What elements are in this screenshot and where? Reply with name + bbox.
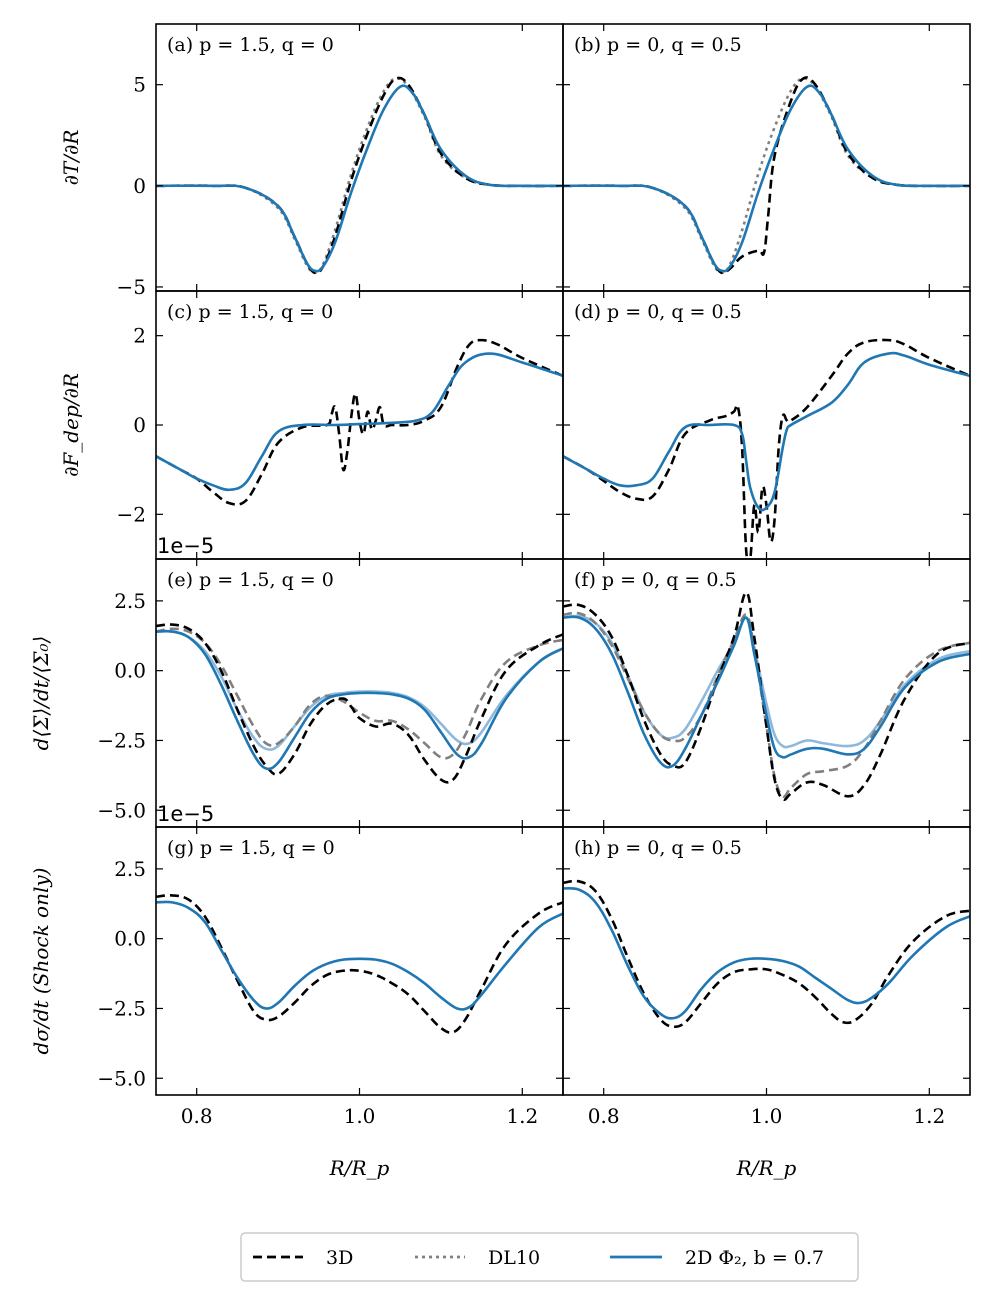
offset-text: 1e−5 — [157, 534, 214, 558]
series-line-2d — [156, 900, 563, 1011]
legend-label-3d: 3D — [326, 1247, 353, 1269]
x-tick-label: 0.8 — [588, 1104, 620, 1128]
y-tick-label: 2.5 — [114, 857, 146, 881]
y-axis-label: d⟨Σ⟩/dt/⟨Σ₀⟩ — [29, 636, 53, 751]
series-line-3d — [156, 76, 563, 275]
offset-text: 1e−5 — [157, 802, 214, 826]
series-line-dl10 — [156, 627, 563, 760]
y-axis-label: dσ/dt (Shock only) — [29, 868, 53, 1055]
panel-title: (f) p = 0, q = 0.5 — [574, 569, 737, 591]
series-line-2d — [563, 886, 970, 1020]
y-tick-label: 0 — [133, 413, 146, 437]
panel-frame — [155, 826, 564, 1096]
y-tick-label: 2 — [133, 324, 146, 348]
y-tick-label: 0.0 — [114, 927, 146, 951]
series-line-2d-light — [156, 629, 563, 751]
panel-d: (d) p = 0, q = 0.5 — [562, 290, 971, 560]
series-line-2d — [156, 84, 563, 273]
y-tick-label: −2.5 — [97, 728, 146, 752]
y-tick-label: −5.0 — [97, 798, 146, 822]
y-tick-label: 0.0 — [114, 659, 146, 683]
panel-frame — [562, 23, 971, 292]
panel-title: (h) p = 0, q = 0.5 — [574, 837, 742, 859]
x-tick-label: 0.8 — [181, 1104, 213, 1128]
panel-c: 2 0 −2 (c) p = 1.5, q = 0 1e−5 ∂F_dep/∂R — [59, 290, 564, 560]
series-line-3d — [563, 591, 970, 801]
y-tick-label: −2 — [117, 502, 146, 526]
panel-a: 5 0 −5 (a) p = 1.5, q = 0 ∂T/∂R — [59, 23, 564, 299]
series-line-2d — [156, 629, 563, 771]
plot-area: 5 0 −5 (a) p = 1.5, q = 0 ∂T/∂R (b) p = 0, q … — [29, 23, 971, 1180]
x-tick-label: 1.0 — [344, 1104, 376, 1128]
y-tick-label: 0 — [133, 174, 146, 198]
y-tick-label: 5 — [133, 73, 146, 97]
legend-label-2d: 2D Φ₂, b = 0.7 — [685, 1247, 824, 1269]
series-line-2d — [563, 615, 970, 769]
y-tick-label: −5.0 — [97, 1066, 146, 1090]
panel-title: (d) p = 0, q = 0.5 — [574, 301, 742, 323]
series-line-3d — [156, 338, 563, 506]
series-line-3d — [563, 338, 970, 559]
series-line-3d — [156, 623, 563, 784]
panel-title: (c) p = 1.5, q = 0 — [167, 301, 333, 323]
y-tick-label: −5 — [117, 275, 146, 299]
y-tick-label: 2.5 — [114, 589, 146, 613]
series-line-2d — [563, 351, 970, 512]
panel-title: (g) p = 1.5, q = 0 — [167, 837, 335, 859]
panel-b: (b) p = 0, q = 0.5 — [562, 23, 971, 292]
y-tick-label: −2.5 — [97, 996, 146, 1020]
series-line-3d — [563, 879, 970, 1029]
x-tick-label: 1.2 — [913, 1104, 945, 1128]
panel-title: (a) p = 1.5, q = 0 — [167, 34, 334, 56]
x-tick-label: 1.0 — [751, 1104, 783, 1128]
panel-f: (f) p = 0, q = 0.5 — [562, 558, 971, 828]
y-axis-label: ∂F_dep/∂R — [59, 373, 83, 477]
panel-h: 0.8 1.0 1.2 (h) p = 0, q = 0.5 R/R_p — [562, 826, 971, 1180]
y-axis-label: ∂T/∂R — [59, 130, 83, 186]
series-line-2d — [156, 352, 563, 492]
panel-title: (b) p = 0, q = 0.5 — [574, 34, 742, 56]
series-line-2d — [563, 84, 970, 273]
panel-title: (e) p = 1.5, q = 0 — [167, 569, 334, 591]
x-axis-label: R/R_p — [329, 1156, 390, 1180]
x-tick-label: 1.2 — [506, 1104, 538, 1128]
series-line-3d — [563, 76, 970, 275]
series-line-dl10 — [156, 77, 563, 275]
x-axis-label: R/R_p — [736, 1156, 797, 1180]
legend-label-dl10: DL10 — [488, 1247, 540, 1269]
panel-g: 0.8 1.0 1.2 2.5 0.0 −2.5 −5.0 (g) p = 1.5, q = … — [29, 826, 564, 1180]
panel-frame — [562, 290, 971, 560]
legend: 3D DL10 2D Φ₂, b = 0.7 — [240, 1232, 859, 1282]
panel-e: 2.5 0.0 −2.5 −5.0 (e) p = 1.5, q = 0 1e−5 d⟨Σ⟩… — [29, 558, 564, 828]
legend-frame — [240, 1232, 859, 1282]
series-line-3d — [156, 894, 563, 1034]
